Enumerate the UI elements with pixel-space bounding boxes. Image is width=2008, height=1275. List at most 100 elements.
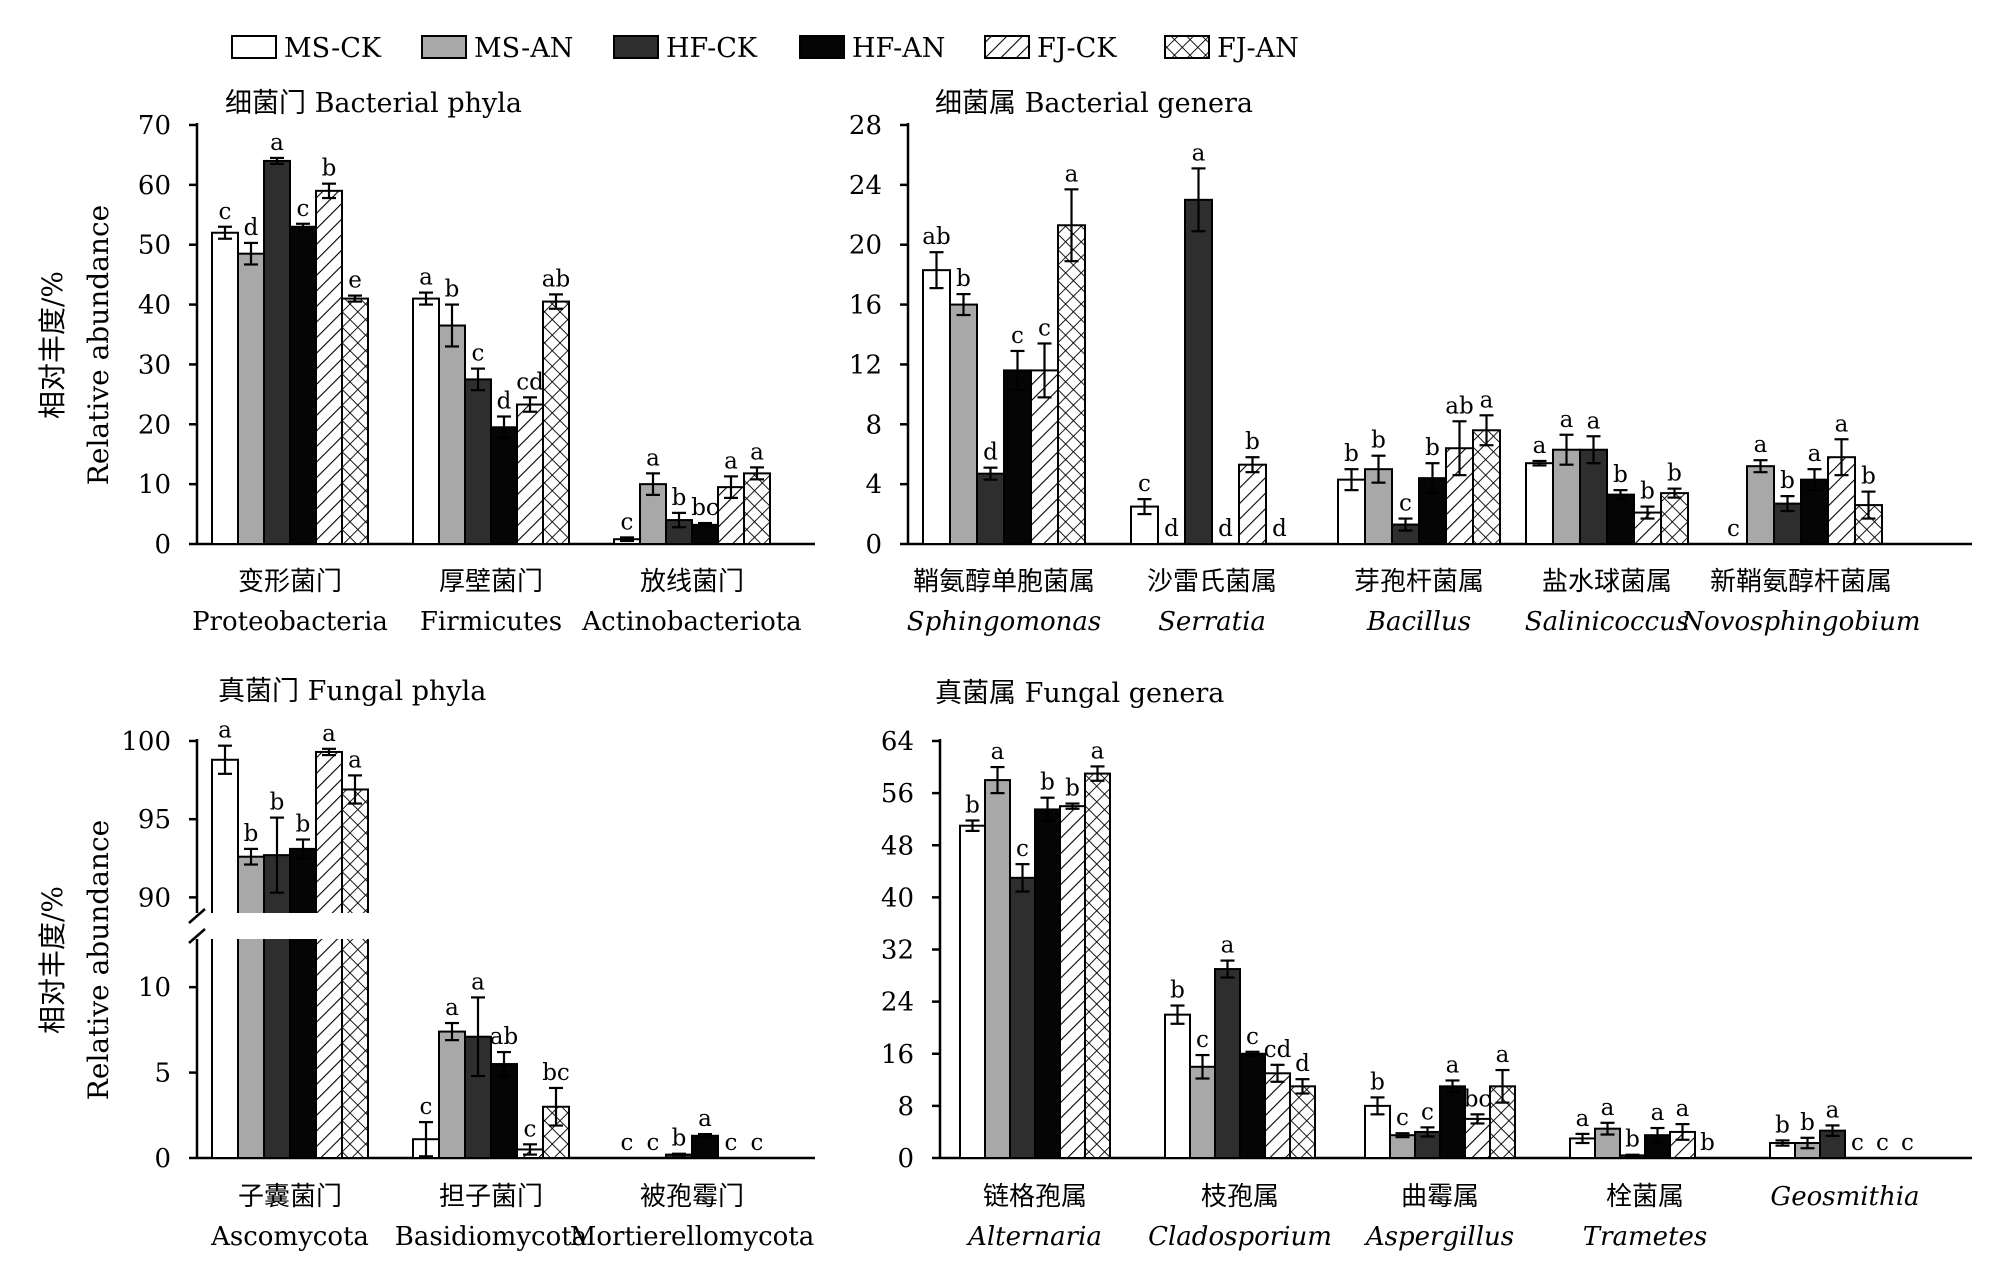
panel-title-bacterial-phyla: 细菌门 Bacterial phyla <box>225 88 522 119</box>
significance-label: a <box>322 721 336 747</box>
bar-fj-ck <box>516 403 544 546</box>
y-axis-label-cn: 相对丰度/% <box>36 271 69 419</box>
y-axis-label-top: 相对丰度/% Relative abundance <box>36 205 115 485</box>
bar-hf-an <box>1003 369 1032 545</box>
significance-label: a <box>1587 408 1601 434</box>
y-tick-label: 8 <box>865 410 882 440</box>
significance-label: b <box>1371 428 1386 454</box>
category-label-cn: 栓菌属 <box>1606 1182 1684 1212</box>
significance-label: a <box>724 448 738 474</box>
significance-label: a <box>646 445 660 471</box>
significance-label: b <box>1700 1130 1715 1156</box>
y-tick-label: 28 <box>849 111 882 141</box>
y-tick-label: 30 <box>138 350 171 380</box>
legend-swatch <box>421 35 467 59</box>
significance-label: bc <box>1464 1086 1492 1112</box>
significance-label: a <box>1676 1096 1690 1122</box>
significance-label: b <box>1613 462 1628 488</box>
significance-label: a <box>1808 441 1822 467</box>
legend-label: MS-AN <box>474 33 573 64</box>
bar-ms-ck <box>959 824 986 1159</box>
legend-swatch <box>984 35 1030 59</box>
bar-hf-an <box>1034 808 1061 1159</box>
significance-label: cd <box>1264 1037 1292 1063</box>
category-label-en: Basidiomycota <box>395 1222 587 1252</box>
significance-label: d <box>983 440 998 466</box>
axis-break-gap <box>183 913 583 939</box>
y-tick-label: 0 <box>154 530 171 560</box>
bar-hf-an <box>1606 493 1635 545</box>
significance-label: a <box>750 439 764 465</box>
bar-fj-ck <box>1059 805 1086 1159</box>
significance-label: b <box>1861 464 1876 490</box>
chart-bacterial-phyla: 010203040506070cdacbe变形菌门Proteobacteriaa… <box>138 111 815 637</box>
panel-title-fungal-genera: 真菌属 Fungal genera <box>935 678 1224 709</box>
significance-label: a <box>1826 1097 1840 1123</box>
legend-label: MS-CK <box>284 33 382 64</box>
significance-label: c <box>621 1130 634 1156</box>
bar-fj-ck <box>1464 1117 1491 1159</box>
y-tick-label: 10 <box>138 973 171 1003</box>
bar-hf-an <box>1239 1052 1266 1159</box>
y-tick-label: 4 <box>865 470 882 500</box>
legend-swatch <box>799 35 845 59</box>
significance-label: a <box>1651 1100 1665 1126</box>
significance-label: b <box>672 1126 687 1152</box>
y-tick-label: 90 <box>138 883 171 913</box>
significance-label: a <box>270 130 284 156</box>
significance-label: cd <box>516 369 544 395</box>
significance-label: b <box>1425 435 1440 461</box>
legend-swatch <box>1164 35 1210 59</box>
significance-label: b <box>296 812 311 838</box>
bar-ms-an <box>1389 1134 1416 1159</box>
significance-label: b <box>956 266 971 292</box>
significance-label: a <box>218 718 232 744</box>
significance-label: a <box>445 995 459 1021</box>
significance-label: c <box>751 1130 764 1156</box>
category-label-en: Actinobacteriota <box>581 607 801 637</box>
y-axis-label-bottom: 相对丰度/% Relative abundance <box>36 820 115 1100</box>
significance-label: b <box>1780 468 1795 494</box>
bar-hf-ck <box>464 378 492 545</box>
significance-label: a <box>1091 738 1105 764</box>
bar-ms-an <box>237 855 265 1160</box>
panel-title-fungal-phyla: 真菌门 Fungal phyla <box>218 676 486 707</box>
significance-label: e <box>348 268 362 294</box>
legend-swatch <box>231 35 277 59</box>
significance-label: ab <box>922 224 950 250</box>
significance-label: c <box>1038 315 1051 341</box>
category-label-cn: 盐水球菌属 <box>1542 567 1672 597</box>
category-label-en: Salinicoccus <box>1525 607 1689 637</box>
y-tick-label: 20 <box>849 231 882 261</box>
significance-label: b <box>1775 1112 1790 1138</box>
significance-label: c <box>1011 323 1024 349</box>
bar-hf-an <box>289 847 317 1160</box>
legend-label: HF-AN <box>852 33 945 64</box>
bar-fj-ck <box>1238 463 1267 546</box>
y-tick-label: 10 <box>138 470 171 500</box>
significance-label: b <box>1344 441 1359 467</box>
significance-label: d <box>244 215 259 241</box>
bar-fj-an <box>1289 1085 1316 1159</box>
significance-label: b <box>672 485 687 511</box>
category-label-en: Ascomycota <box>210 1222 369 1252</box>
axis-break-mark <box>188 908 206 924</box>
significance-label: b <box>322 156 337 182</box>
significance-label: d <box>1218 516 1233 542</box>
bar-fj-an <box>341 788 369 1159</box>
significance-label: b <box>1040 770 1055 796</box>
significance-label: c <box>1196 1027 1209 1053</box>
significance-label: ab <box>542 266 570 292</box>
significance-label: c <box>524 1116 537 1142</box>
category-label-cn: 子囊菌门 <box>238 1182 342 1212</box>
significance-label: b <box>1640 479 1655 505</box>
significance-label: a <box>1560 407 1574 433</box>
y-tick-label: 60 <box>138 171 171 201</box>
y-tick-label: 0 <box>865 530 882 560</box>
significance-label: b <box>1800 1110 1815 1136</box>
legend-label: HF-CK <box>666 33 758 64</box>
significance-label: a <box>1533 433 1547 459</box>
